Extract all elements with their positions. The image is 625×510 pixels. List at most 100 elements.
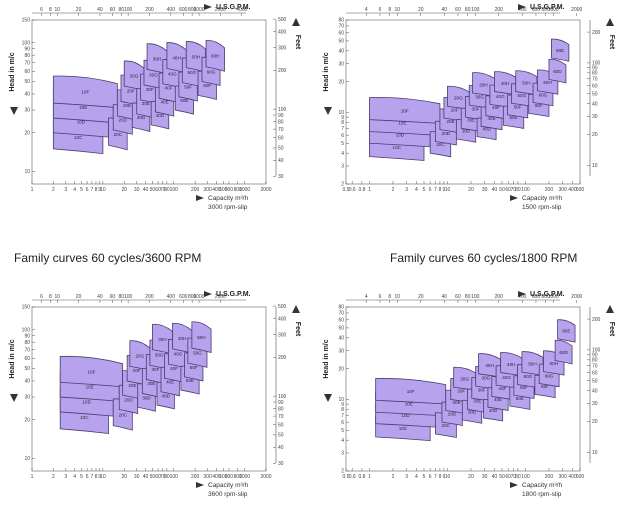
gpm-tick-label: 8 — [388, 294, 391, 300]
capacity-tick-label: 10 — [100, 474, 106, 480]
capacity-tick-label: 30 — [134, 187, 140, 193]
capacity-tick-label: 1 — [31, 187, 34, 193]
head-axis-label: Head in m/c — [9, 339, 16, 378]
pump-zone-label: 30G — [482, 376, 491, 381]
pump-zone-label: 30G — [149, 73, 158, 78]
capacity-tick-label: 600 — [225, 474, 234, 480]
capacity-tick-label: 40 — [143, 187, 149, 193]
head-tick-label: 8 — [341, 120, 344, 126]
pump-zone-label: 50E — [180, 98, 188, 103]
head-tick-label: 70 — [338, 311, 344, 317]
pump-zone-label: 50E — [516, 396, 524, 401]
feet-tick-label: 60 — [278, 422, 284, 428]
feet-tick-label: 50 — [592, 378, 598, 384]
feet-tick-label: 80 — [592, 71, 598, 77]
gpm-tick-label: 80 — [118, 7, 124, 13]
head-tick-label: 50 — [24, 79, 30, 85]
pump-zone-label: 40E — [494, 397, 502, 402]
capacity-tick-label: 60 — [155, 187, 161, 193]
gpm-tick-label: 6 — [379, 294, 382, 300]
capacity-tick-label: 7 — [91, 187, 94, 193]
capacity-tick-label: 20 — [121, 187, 127, 193]
pump-zone-label: 10E — [398, 121, 406, 126]
capacity-tick-label: 50 — [150, 187, 156, 193]
gpm-axis-label: U.S.G.P.M. — [216, 4, 251, 11]
capacity-tick-label: 40 — [492, 187, 498, 193]
pump-zone-label: 60G — [539, 92, 548, 97]
feet-tick-label: 80 — [278, 406, 284, 412]
capacity-tick-label: 9 — [98, 474, 101, 480]
pump-zone-label: 30H — [485, 363, 493, 368]
capacity-axis-label: Capacity m³/h — [522, 195, 562, 202]
feet-tick-label: 50 — [592, 91, 598, 97]
capacity-tick-label: 6 — [86, 187, 89, 193]
capacity-arrow-icon — [510, 482, 518, 488]
capacity-tick-label: 2000 — [260, 187, 271, 193]
head-tick-label: 4 — [341, 151, 344, 157]
capacity-tick-label: 4 — [415, 474, 418, 480]
pump-zone-label: 20D — [124, 397, 133, 402]
feet-tick-label: 300 — [278, 45, 287, 51]
feet-tick-label: 10 — [592, 163, 598, 169]
capacity-tick-label: 0.6 — [349, 474, 356, 480]
pump-zone-label: 20D — [442, 131, 451, 136]
pump-zone-label: 40G — [168, 72, 177, 77]
pump-zone-label: 40E — [166, 379, 174, 384]
head-arrow-icon — [10, 394, 18, 402]
feet-tick-label: 200 — [278, 355, 287, 361]
feet-tick-label: 60 — [592, 83, 598, 89]
gpm-tick-label: 20 — [76, 7, 82, 13]
capacity-tick-label: 20 — [468, 187, 474, 193]
pump-zone-label: 40H — [172, 56, 180, 61]
pump-zone-label: 60F — [535, 103, 543, 108]
head-tick-label: 2 — [341, 469, 344, 475]
gpm-tick-label: 2000 — [215, 294, 226, 300]
pump-zone-label: 60H — [211, 54, 219, 59]
pump-zone-label: 50F — [184, 84, 192, 89]
pump-zone-label: 40D — [482, 127, 491, 132]
gpm-tick-label: 40 — [441, 294, 447, 300]
pump-zone-label: 60F — [541, 384, 549, 389]
capacity-tick-label: 60 — [155, 474, 161, 480]
head-tick-label: 30 — [24, 395, 30, 401]
feet-tick-label: 500 — [278, 304, 287, 310]
pump-zone-label: 30D — [468, 410, 477, 415]
capacity-tick-label: 100 — [170, 474, 179, 480]
pump-zone-label: 50H — [192, 55, 200, 60]
pump-zone-label: 10D — [401, 413, 410, 418]
pump-zone-label: 20F — [133, 368, 141, 373]
pump-zone-label: 50E — [186, 378, 194, 383]
head-axis-label: Head in m/c — [323, 339, 330, 378]
capacity-tick-label: 6 — [429, 474, 432, 480]
head-tick-label: 30 — [24, 108, 30, 114]
pump-zone-label: 60H — [543, 80, 551, 85]
capacity-tick-label: 2 — [52, 187, 55, 193]
capacity-tick-label: 8 — [439, 474, 442, 480]
pump-zone-label: 20C — [119, 412, 128, 417]
head-tick-label: 4 — [341, 438, 344, 444]
pump-zone — [548, 58, 567, 84]
gpm-tick-label: 60 — [455, 294, 461, 300]
capacity-tick-label: 20 — [121, 474, 127, 480]
pump-zone-label: 20C — [114, 132, 123, 137]
feet-tick-label: 90 — [592, 352, 598, 358]
capacity-tick-label: 80 — [515, 187, 521, 193]
chart-panel-1800rpm: 4 6 8 10 20 40 60 80 100 200 400 600 800 1000 2000 U.S.… — [318, 287, 618, 498]
capacity-tick-label: 70 — [511, 187, 517, 193]
head-tick-label: 70 — [338, 24, 344, 30]
pump-zone-label: 40H — [178, 336, 186, 341]
head-tick-label: 60 — [338, 317, 344, 323]
pump-zone-label: 40G — [496, 94, 505, 99]
pump-zone-label: 20C — [436, 142, 445, 147]
pump-zone-label: 10F — [81, 90, 89, 95]
gpm-axis-label: U.S.G.P.M. — [216, 291, 251, 298]
gpm-tick-label: 1000 — [548, 7, 559, 13]
head-tick-label: 20 — [338, 366, 344, 372]
capacity-tick-label: 9 — [98, 187, 101, 193]
capacity-tick-label: 30 — [482, 187, 488, 193]
pump-zone-label: 40D — [161, 393, 170, 398]
capacity-tick-label: 1 — [31, 474, 34, 480]
capacity-tick-label: 1 — [368, 474, 371, 480]
capacity-tick-label: 80 — [164, 474, 170, 480]
feet-tick-label: 10 — [592, 450, 598, 456]
